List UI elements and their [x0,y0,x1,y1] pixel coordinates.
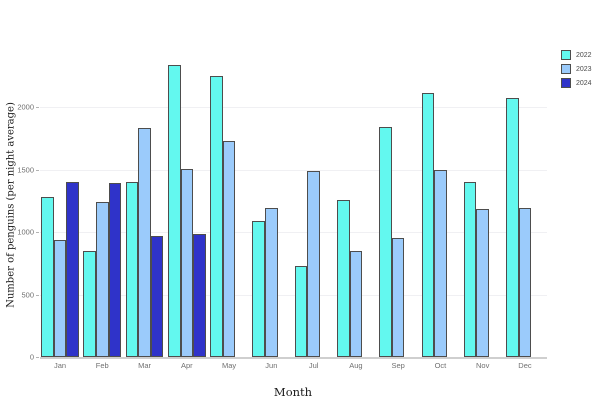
bar-2022-Feb [83,250,96,357]
bar-2023-Apr [180,168,194,357]
x-tick-label-May: May [221,361,237,370]
bar-2022-Aug [336,199,350,357]
legend-item-2023: 2023 [561,64,592,74]
y-tick-label: 1000 [17,227,34,237]
gridline [40,294,547,296]
y-tick-mark [36,357,39,358]
x-tick-label-Oct: Oct [434,361,447,370]
x-tick-label-Aug: Aug [349,361,363,370]
y-tick-label: 500 [21,290,34,299]
gridline [40,169,547,171]
bar-2023-Oct [434,170,447,357]
bar-2022-Nov [463,182,477,357]
legend-item-2024: 2024 [561,78,592,88]
bar-2023-Sep [391,238,405,357]
bar-2022-Dec [506,97,519,357]
bar-2023-Jul [307,170,320,357]
bar-2024-Apr [193,233,206,357]
bar-2024-Jan [66,182,79,357]
x-tick-label-Nov: Nov [476,361,490,370]
x-axis-title: Month [273,385,313,399]
y-tick-label: 1500 [17,165,34,174]
legend-swatch-icon [561,64,571,74]
legend-swatch-icon [561,50,571,60]
x-tick-label-Sep: Sep [391,361,405,370]
bar-2023-Jan [53,239,67,357]
legend-label: 2024 [576,79,592,87]
bar-2023-Aug [349,250,363,357]
legend: 2022 2023 2024 [561,50,592,92]
bar-2022-Jul [294,265,308,357]
x-tick-label-Jan: Jan [53,361,67,370]
gridline [40,232,547,233]
bar-2024-Feb [108,183,122,357]
y-axis-title: Number of penguins (per night average) [5,102,17,308]
bar-2022-May [210,76,223,357]
bar-2022-Sep [379,127,392,357]
bar-2024-Mar [150,235,164,357]
x-tick-label-Jun: Jun [265,361,278,370]
bar-2023-Mar [138,127,151,357]
bar-2023-Jun [265,208,278,357]
y-tick-label: 2000 [17,102,34,112]
bar-2022-Apr [167,65,181,357]
x-tick-label-Dec: Dec [518,361,532,370]
bar-2022-Jan [41,197,54,357]
x-tick-label-Feb: Feb [95,361,109,370]
x-tick-label-Mar: Mar [138,361,151,370]
legend-item-2022: 2022 [561,50,592,60]
x-tick-label-Apr: Apr [180,361,193,370]
x-tick-label-Jul: Jul [308,361,319,370]
y-tick-mark [36,232,39,233]
bar-2023-May [222,140,236,357]
legend-swatch-icon [561,78,571,88]
y-tick-mark [36,107,39,108]
bar-2023-Dec [518,207,532,357]
bar-2022-Oct [421,93,435,357]
y-tick-label: 0 [29,352,34,362]
gridline [40,107,547,108]
y-tick-mark [36,294,39,296]
bar-2023-Nov [476,208,489,357]
legend-label: 2023 [576,65,592,73]
legend-label: 2022 [576,51,592,59]
x-axis-line [40,356,547,359]
bar-2022-Jun [252,220,266,357]
bar-2023-Feb [95,202,109,357]
bar-2022-Mar [125,182,139,357]
y-tick-mark [36,169,39,171]
